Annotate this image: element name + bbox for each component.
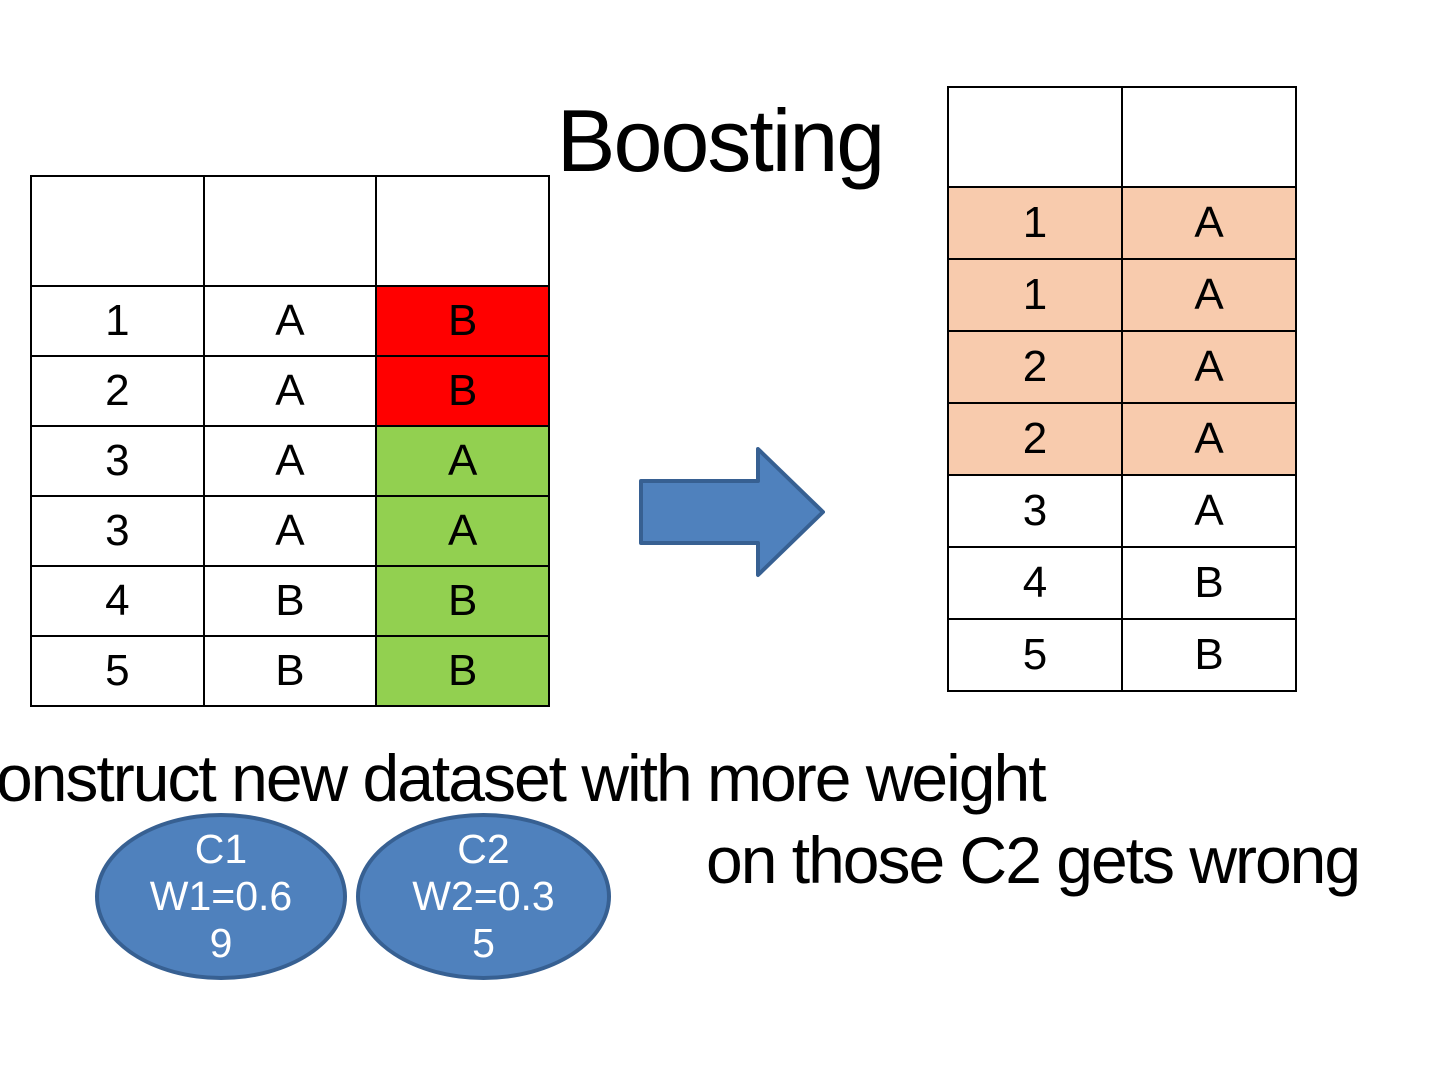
table-row: 2 A (947, 402, 1297, 476)
original-dataset-table: 1 A B 2 A B 3 A A 3 A A 4 B B 5 B B (30, 175, 550, 707)
prediction-cell-correct: A (375, 495, 550, 567)
header-cell (1121, 86, 1297, 188)
table-row: 4 B B (30, 565, 550, 637)
table-row: 4 B (947, 546, 1297, 620)
table-cell: 3 (30, 495, 205, 567)
prediction-cell-wrong: B (375, 285, 550, 357)
table-header-row (30, 175, 550, 287)
table-row: 1 A (947, 258, 1297, 332)
table-row: 3 A A (30, 495, 550, 567)
reweighted-dataset-table: 1 A 1 A 2 A 2 A 3 A 4 B 5 B (947, 86, 1297, 692)
weighted-cell: 1 (947, 258, 1123, 332)
weighted-cell: 2 (947, 330, 1123, 404)
table-cell: B (202, 565, 378, 637)
table-row: 2 A (947, 330, 1297, 404)
classifier-weight: W1=0.6 (149, 873, 293, 919)
prediction-cell-correct: B (375, 565, 550, 637)
header-cell (375, 175, 550, 287)
table-row: 3 A A (30, 425, 550, 497)
caption-line-1: onstruct new dataset with more weight (0, 741, 1047, 815)
classifier-weight: W2=0.3 (412, 873, 555, 919)
table-row: 1 A B (30, 285, 550, 357)
weighted-cell: 2 (947, 402, 1123, 476)
table-cell: 4 (30, 565, 205, 637)
table-cell: A (1121, 474, 1297, 548)
weighted-cell: A (1121, 258, 1297, 332)
table-cell: 4 (947, 546, 1123, 620)
table-row: 1 A (947, 186, 1297, 260)
table-row: 2 A B (30, 355, 550, 427)
right-arrow-icon (639, 445, 825, 579)
table-cell: B (1121, 546, 1297, 620)
table-cell: A (202, 425, 378, 497)
table-cell: 1 (30, 285, 205, 357)
header-cell (202, 175, 378, 287)
table-cell: 3 (30, 425, 205, 497)
table-cell: 2 (30, 355, 205, 427)
table-cell: 5 (947, 618, 1123, 692)
table-header-row (947, 86, 1297, 188)
prediction-cell-wrong: B (375, 355, 550, 427)
table-cell: 3 (947, 474, 1123, 548)
table-cell: B (202, 635, 378, 707)
classifier-weight-wrap: 5 (472, 920, 495, 966)
prediction-cell-correct: B (375, 635, 550, 707)
classifier-c2-ellipse: C2 W2=0.3 5 (356, 813, 611, 980)
table-row: 5 B B (30, 635, 550, 707)
weighted-cell: A (1121, 402, 1297, 476)
table-row: 5 B (947, 618, 1297, 692)
table-cell: A (202, 495, 378, 567)
classifier-c1-ellipse: C1 W1=0.6 9 (95, 813, 347, 980)
table-cell: B (1121, 618, 1297, 692)
classifier-weight-wrap: 9 (209, 920, 233, 966)
classifier-name: C2 (457, 826, 510, 872)
table-cell: 5 (30, 635, 205, 707)
slide-title: Boosting (556, 91, 885, 190)
caption-line-2: on those C2 gets wrong (706, 823, 1361, 897)
table-cell: A (202, 355, 378, 427)
classifier-name: C1 (194, 826, 248, 872)
weighted-cell: A (1121, 330, 1297, 404)
prediction-cell-correct: A (375, 425, 550, 497)
table-cell: A (202, 285, 378, 357)
header-cell (947, 86, 1123, 188)
weighted-cell: 1 (947, 186, 1123, 260)
header-cell (30, 175, 205, 287)
weighted-cell: A (1121, 186, 1297, 260)
table-row: 3 A (947, 474, 1297, 548)
